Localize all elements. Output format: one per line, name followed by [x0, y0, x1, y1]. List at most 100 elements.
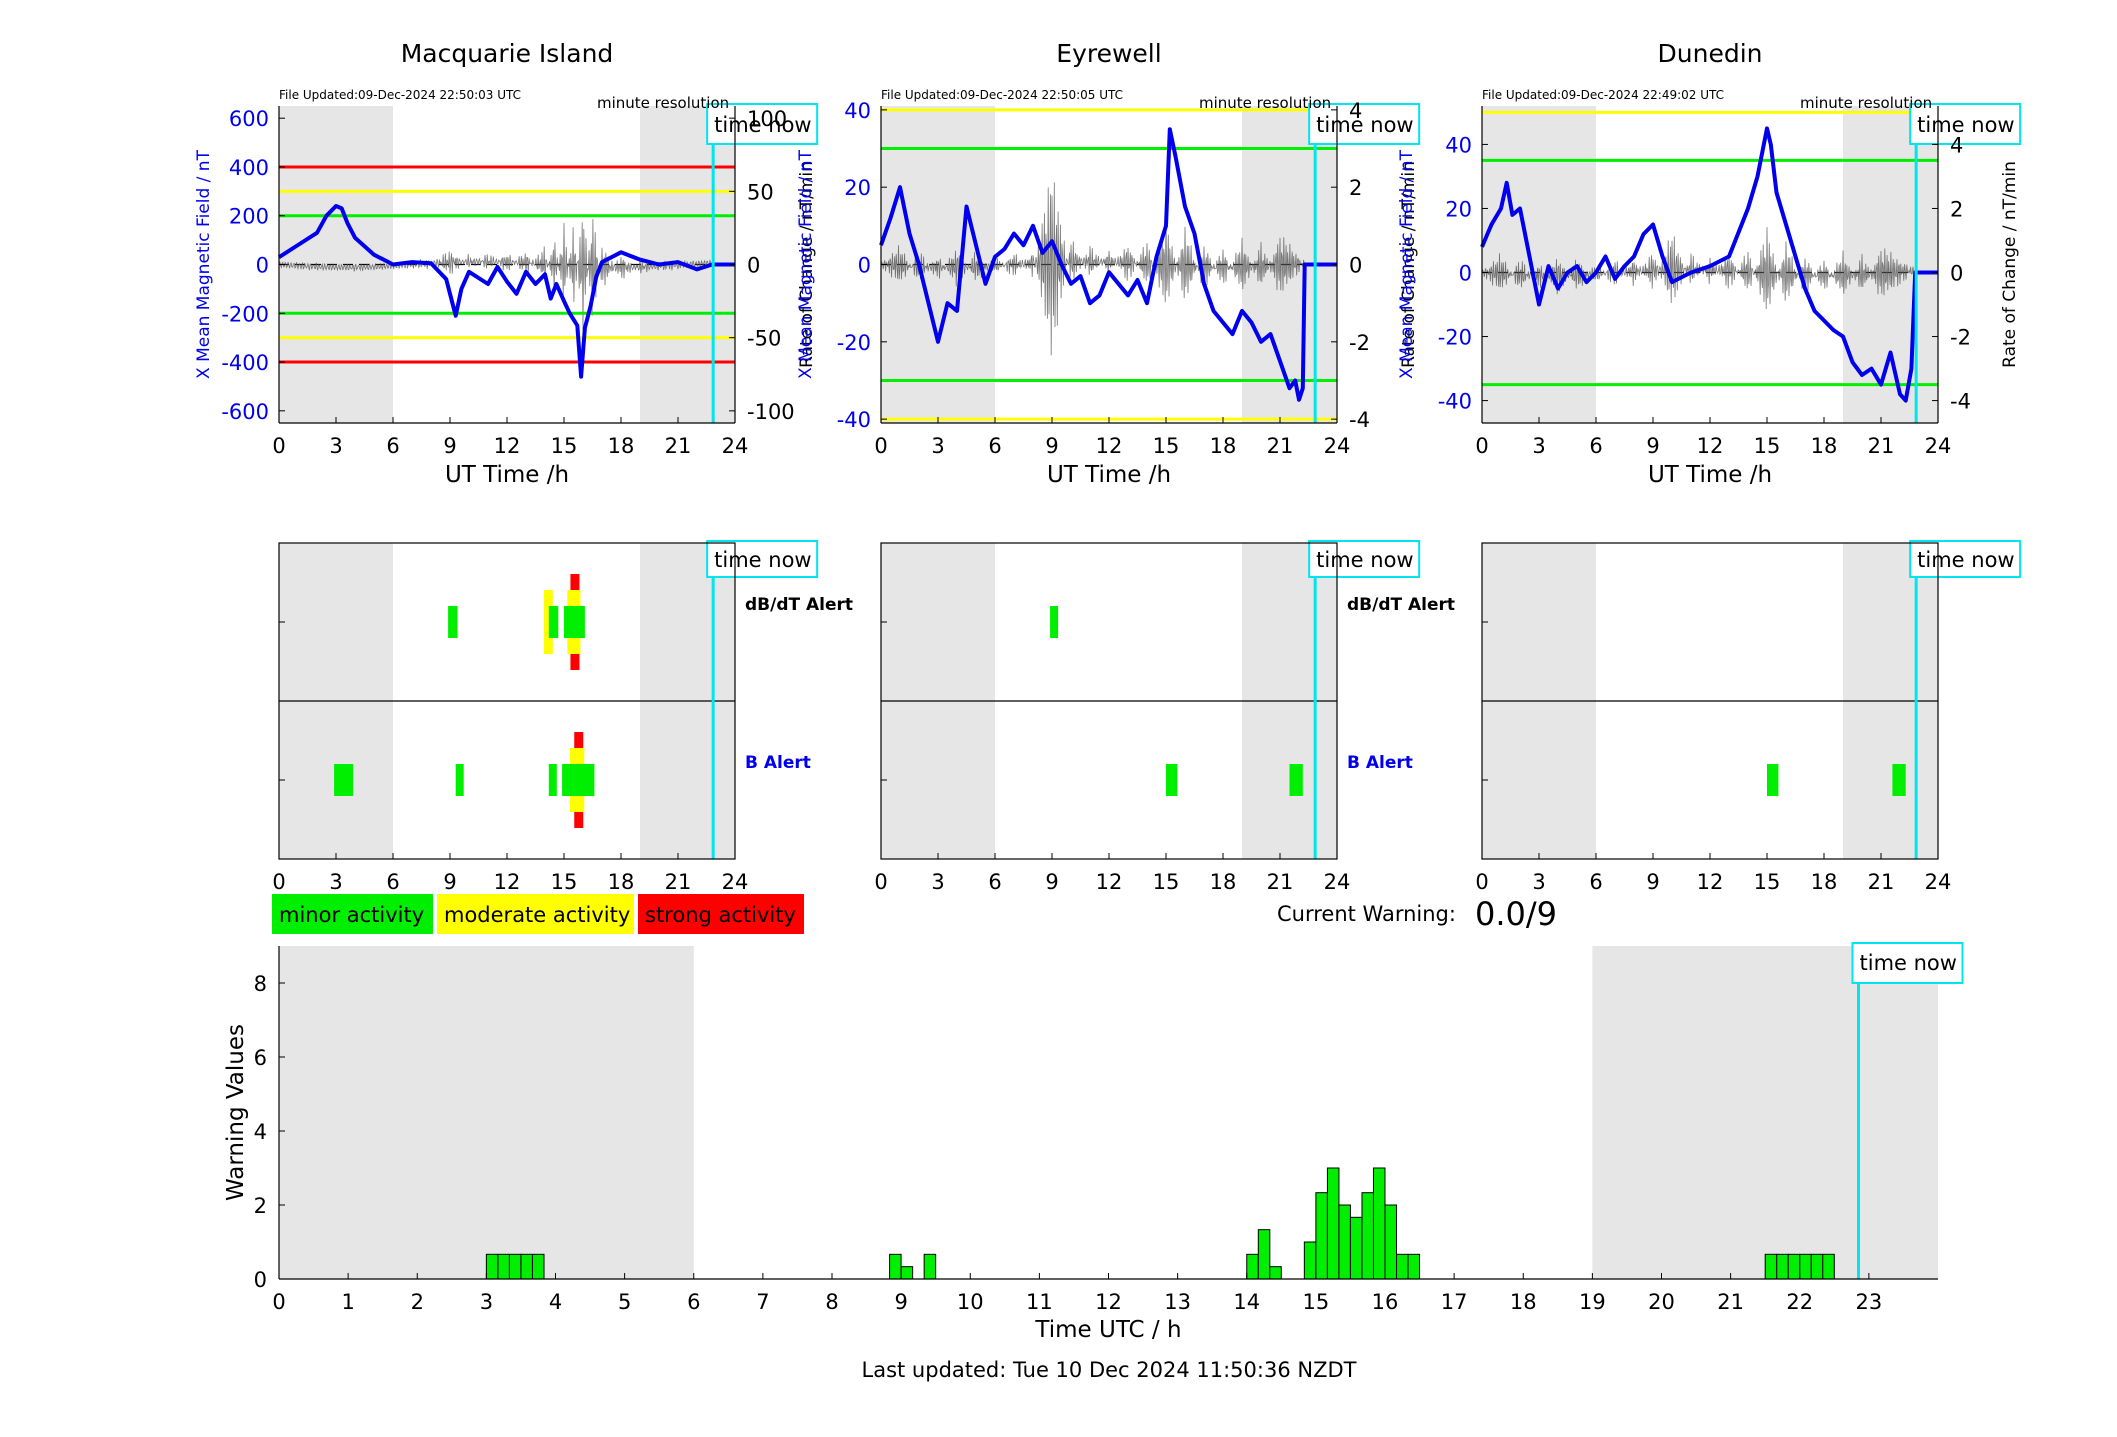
y2-tick-label: -2 [1349, 331, 1370, 355]
x-tick-label: 21 [1717, 1290, 1744, 1314]
macquarie-field-chart: time now 0 3 6 9 12 15 18 21 24 -600 -400 -200 0 200 40… [194, 39, 819, 488]
time-now-label: time now [1316, 548, 1413, 572]
x-tick-label: 0 [1475, 434, 1488, 458]
time-now-box [706, 540, 819, 578]
x-tick-label: 6 [988, 870, 1001, 894]
warning-bar [1372, 1167, 1386, 1280]
alert-minor-block [1289, 764, 1303, 796]
x-tick-label: 9 [1045, 870, 1058, 894]
x-tick-label: 6 [386, 434, 399, 458]
time-now-label: time now [1917, 113, 2014, 137]
alert-minor-block [1767, 764, 1779, 796]
x-axis-label: Time UTC / h [1034, 1317, 1181, 1343]
field-line [879, 127, 1337, 402]
field-line [1480, 126, 1938, 403]
warning-bar [923, 1253, 937, 1280]
alert-minor-block [1166, 764, 1178, 796]
x-tick-label: 12 [494, 870, 521, 894]
night-shading [279, 946, 694, 1279]
x-axis-label: UT Time /h [1047, 462, 1171, 488]
x-tick-label: 15 [551, 434, 578, 458]
y2-tick-label: -4 [1950, 390, 1971, 414]
x-tick-label: 12 [1096, 870, 1123, 894]
alert-minor-block [564, 606, 585, 638]
y2-tick-label: 50 [747, 180, 774, 204]
y2-tick-label: 4 [1349, 99, 1362, 123]
file-updated-text: File Updated:09-Dec-2024 22:49:02 UTC [1482, 88, 1724, 102]
y-tick-label: 40 [844, 99, 871, 123]
warning-bar [1303, 1241, 1317, 1280]
y-tick-label: -20 [1438, 326, 1472, 350]
y-tick-label: -40 [837, 408, 871, 432]
x-tick-label: 15 [1153, 870, 1180, 894]
y-axis-label: X Mean Magnetic Field / nT [796, 149, 816, 379]
y-axis-label: Warning Values [223, 1024, 249, 1201]
legend-moderate-label: moderate activity [444, 903, 630, 927]
x-tick-label: 1 [341, 1290, 354, 1314]
station-title: Macquarie Island [401, 39, 614, 68]
time-now-box [1308, 540, 1421, 578]
activity-legend: minor activity moderate activity strong … [272, 894, 804, 934]
legend-minor-swatch [272, 894, 433, 934]
x-tick-label: 24 [1324, 434, 1351, 458]
x-tick-label: 3 [931, 434, 944, 458]
warning-bar [1776, 1253, 1789, 1280]
eyrewell-alert-chart: time now 0 3 6 9 12 15 18 21 24 dB/dT Alert B Alert [874, 540, 1455, 894]
y-tick-label: 40 [1445, 133, 1472, 157]
x-tick-label: 11 [1026, 1290, 1053, 1314]
x-tick-label: 2 [411, 1290, 424, 1314]
warning-bar [485, 1253, 499, 1280]
x-tick-label: 21 [1267, 870, 1294, 894]
y-tick-label: -400 [221, 351, 269, 375]
b-alert-label: B Alert [745, 753, 811, 773]
file-updated-text: File Updated:09-Dec-2024 22:50:03 UTC [279, 88, 521, 102]
alert-minor-block [455, 764, 464, 796]
x-tick-label: 0 [272, 434, 285, 458]
dbdt-alert-label: dB/dT Alert [1347, 595, 1455, 615]
x-tick-label: 6 [988, 434, 1001, 458]
macquarie-alert-chart: time now 0 3 6 9 12 15 18 21 24 dB/dT Alert B Alert [272, 540, 853, 894]
x-tick-label: 24 [1324, 870, 1351, 894]
alert-minor-block [1050, 606, 1059, 638]
y2-tick-label: 100 [747, 107, 787, 131]
x-tick-label: 6 [1589, 434, 1602, 458]
x-tick-label: 0 [874, 434, 887, 458]
x-tick-label: 9 [443, 870, 456, 894]
x-tick-label: 12 [1697, 434, 1724, 458]
x-tick-label: 6 [1589, 870, 1602, 894]
x-tick-label: 18 [1510, 1290, 1537, 1314]
x-tick-label: 3 [480, 1290, 493, 1314]
x-tick-label: 23 [1856, 1290, 1883, 1314]
dunedin-alert-chart: time now 0 3 6 9 12 15 18 21 24 [1475, 540, 2022, 894]
y2-tick-label: 0 [747, 254, 760, 278]
time-now-box [706, 103, 819, 145]
x-tick-label: 3 [931, 870, 944, 894]
station-title: Eyrewell [1056, 39, 1161, 68]
night-shading [1592, 946, 1938, 1279]
y-tick-label: 0 [858, 254, 871, 278]
y-tick-label: 20 [1445, 197, 1472, 221]
x-tick-label: 0 [1475, 870, 1488, 894]
time-now-label: time now [714, 548, 811, 572]
x-tick-label: 6 [687, 1290, 700, 1314]
y2-tick-label: -4 [1349, 408, 1370, 432]
y-tick-label: 0 [1459, 262, 1472, 286]
y-axis-label: X Mean Magnetic Field / nT [1397, 149, 1417, 379]
time-now-label: time now [1860, 951, 1957, 975]
x-tick-label: 10 [957, 1290, 984, 1314]
current-warning-value: 0.0/9 [1475, 895, 1557, 933]
resolution-label: minute resolution [597, 94, 729, 112]
x-tick-label: 12 [494, 434, 521, 458]
x-tick-label: 9 [1646, 434, 1659, 458]
warning-bar [1407, 1253, 1421, 1280]
x-tick-label: 24 [722, 434, 749, 458]
x-tick-label: 18 [1811, 434, 1838, 458]
x-tick-label: 24 [1925, 434, 1952, 458]
legend-minor-label: minor activity [279, 903, 424, 927]
warning-bar [1361, 1192, 1375, 1280]
y2-tick-label: 4 [1950, 133, 1963, 157]
x-tick-label: 14 [1233, 1290, 1260, 1314]
warning-bar [1799, 1253, 1812, 1280]
